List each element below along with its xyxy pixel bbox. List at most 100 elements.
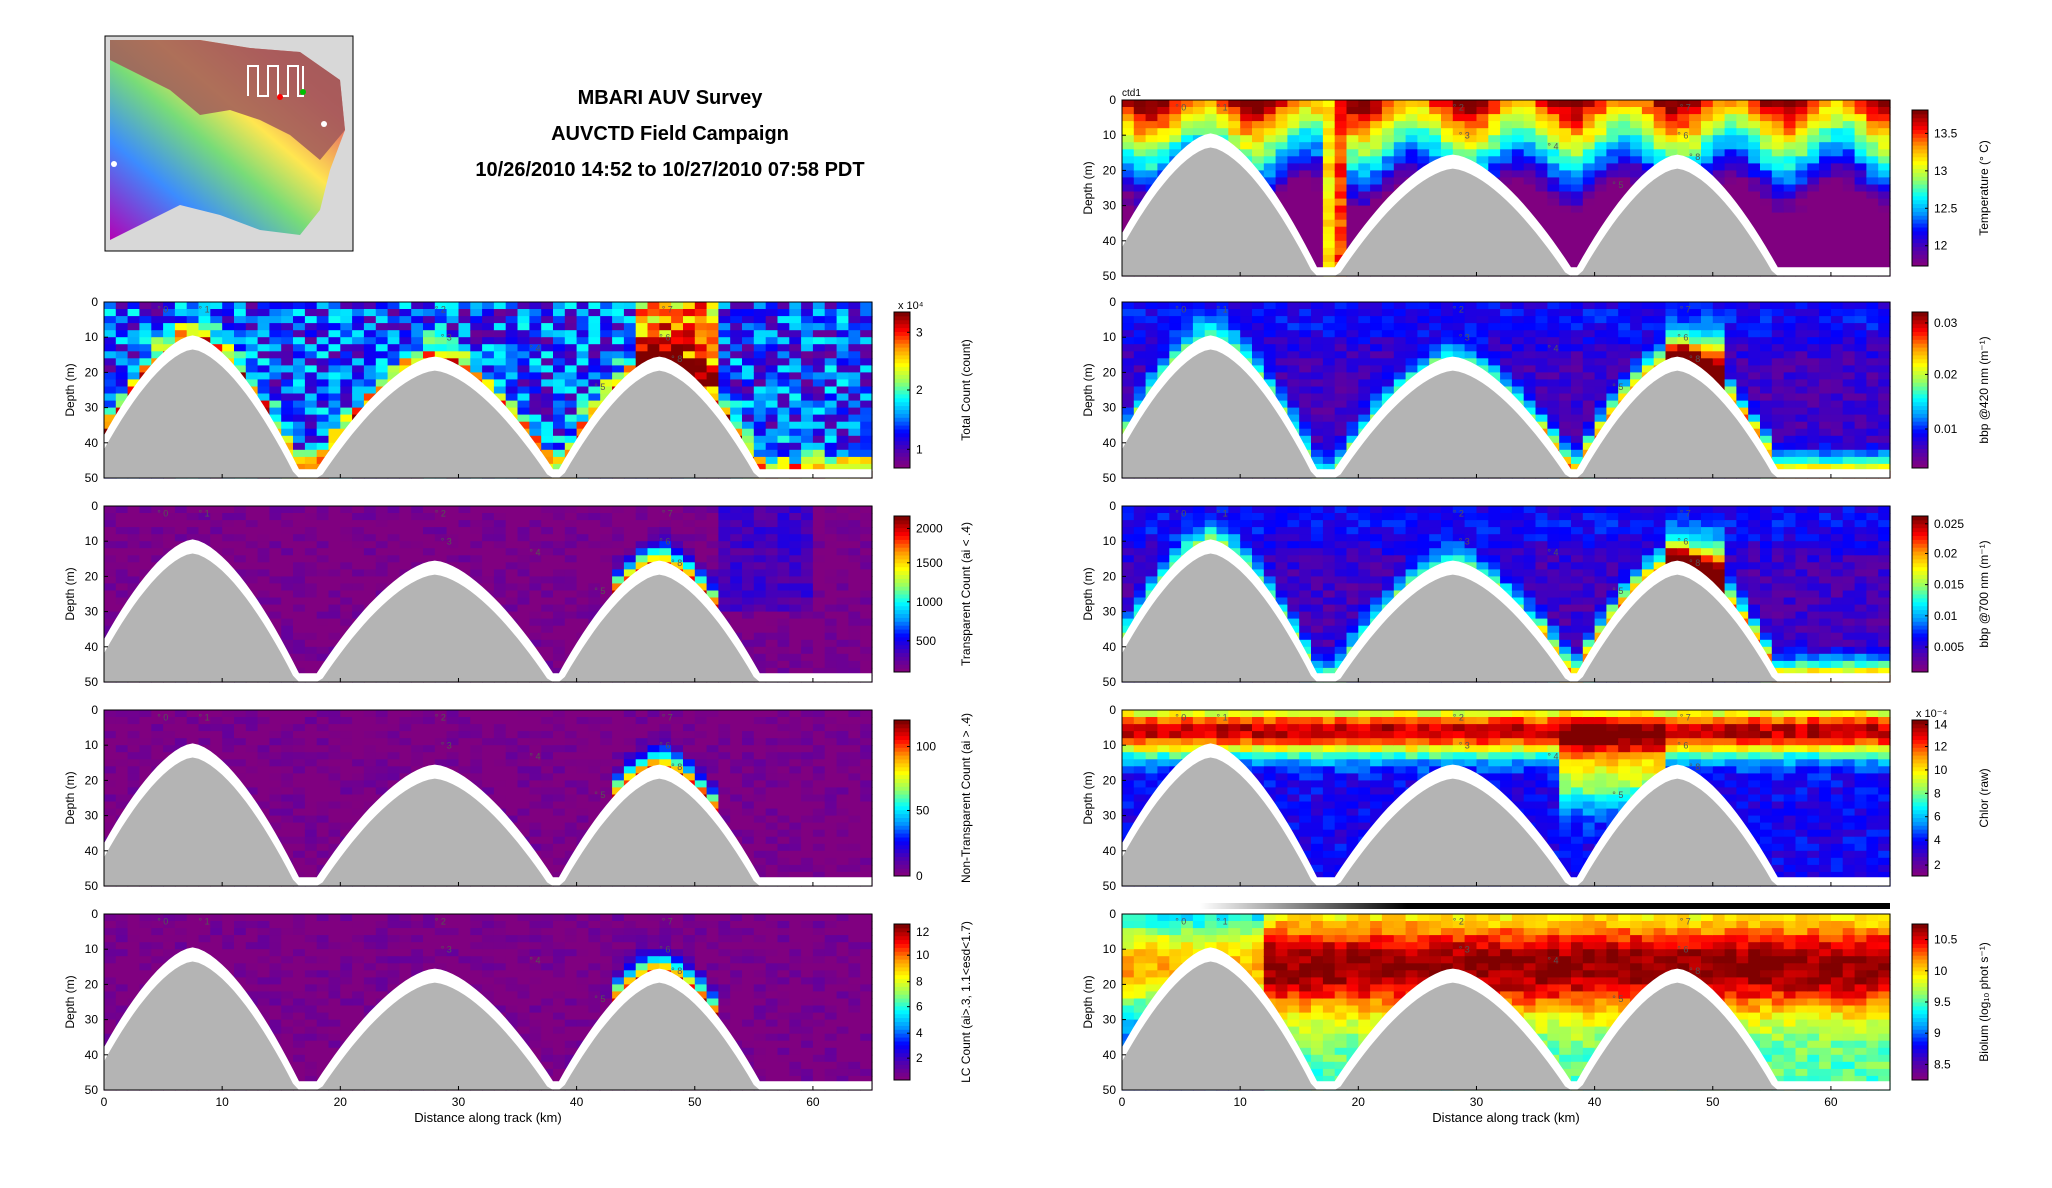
heatmap-cell <box>600 590 613 599</box>
heatmap-cell <box>304 541 318 549</box>
heatmap-cell <box>812 344 826 352</box>
heatmap-cell <box>269 710 282 718</box>
heatmap-cell <box>316 646 330 655</box>
heatmap-cell <box>186 534 200 542</box>
heatmap-cell <box>730 773 743 781</box>
heatmap-cell <box>222 309 235 317</box>
heatmap-cell <box>824 316 838 324</box>
heatmap-cell <box>316 653 330 662</box>
heatmap-cell <box>777 667 790 676</box>
heatmap-cell <box>730 407 743 416</box>
heatmap-cell <box>848 548 861 556</box>
heatmap-cell <box>553 724 566 732</box>
heatmap-cell <box>706 710 719 718</box>
heatmap-cell <box>316 780 330 788</box>
heatmap-cell <box>458 710 471 718</box>
heatmap-cell <box>163 745 176 753</box>
heatmap-cell <box>328 562 341 570</box>
heatmap-cell <box>789 365 802 373</box>
heatmap-cell <box>281 351 294 359</box>
heatmap-cell <box>328 843 341 852</box>
heatmap-cell <box>387 330 400 338</box>
heatmap-cell <box>482 534 495 542</box>
heatmap-cell <box>446 330 459 338</box>
heatmap-cell <box>328 365 341 373</box>
heatmap-cell <box>423 351 436 359</box>
heatmap-cell <box>222 534 235 542</box>
heatmap-cell <box>257 555 270 563</box>
heatmap-cell <box>706 372 719 380</box>
y-tick-label: 0 <box>91 499 98 513</box>
heatmap-cell <box>115 752 129 760</box>
heatmap-cell <box>718 351 731 359</box>
heatmap-cell <box>281 738 294 746</box>
heatmap-cell <box>423 316 436 324</box>
heatmap-cell <box>671 358 684 366</box>
heatmap-cell <box>493 541 507 549</box>
heatmap-cell <box>505 759 519 767</box>
heatmap-cell <box>553 449 566 458</box>
heatmap-cell <box>517 597 530 606</box>
heatmap-cell <box>281 597 294 606</box>
heatmap-cell <box>564 358 578 366</box>
heatmap-cell <box>517 555 530 563</box>
heatmap-cell <box>564 843 578 852</box>
heatmap-cell <box>529 787 542 795</box>
heatmap-cell <box>777 597 790 606</box>
heatmap-cell <box>742 850 755 859</box>
heatmap-cell <box>848 604 861 613</box>
heatmap-cell <box>222 506 235 514</box>
heatmap-cell <box>245 562 259 570</box>
colorbar-swatch <box>894 656 910 661</box>
heatmap-cell <box>765 583 779 591</box>
heatmap-cell <box>316 590 330 599</box>
heatmap-cell <box>387 773 400 781</box>
heatmap-cell <box>363 576 377 584</box>
heatmap-cell <box>742 773 755 781</box>
heatmap-cell <box>765 717 779 725</box>
heatmap-cell <box>848 442 861 451</box>
heatmap-cell <box>293 752 306 760</box>
heatmap-cell <box>824 365 838 373</box>
heatmap-cell <box>375 513 389 521</box>
heatmap-cell <box>505 316 519 324</box>
heatmap-cell <box>104 534 117 542</box>
heatmap-cell <box>328 414 341 423</box>
colorbar-swatch <box>894 574 910 579</box>
heatmap-cell <box>340 330 353 338</box>
heatmap-cell <box>115 717 129 725</box>
heatmap-cell <box>387 724 400 732</box>
heatmap-cell <box>375 555 389 563</box>
heatmap-cell <box>127 710 140 718</box>
heatmap-cell <box>801 843 814 852</box>
heatmap-cell <box>588 506 601 514</box>
heatmap-cell <box>363 752 377 760</box>
heatmap-cell <box>505 393 519 402</box>
heatmap-cell <box>529 541 542 549</box>
heatmap-cell <box>493 527 507 535</box>
heatmap-cell <box>470 372 483 380</box>
heatmap-cell <box>753 421 767 430</box>
heatmap-cell <box>765 513 779 521</box>
heatmap-cell <box>222 738 235 746</box>
heatmap-cell <box>446 548 459 556</box>
heatmap-cell <box>824 766 838 774</box>
heatmap-cell <box>659 309 672 317</box>
heatmap-cell <box>399 351 412 359</box>
heatmap-cell <box>293 330 306 338</box>
heatmap-cell <box>765 787 779 795</box>
heatmap-cell <box>576 541 589 549</box>
heatmap-cell <box>352 337 365 345</box>
heatmap-cell <box>281 632 294 641</box>
heatmap-cell <box>623 344 637 352</box>
heatmap-cell <box>399 316 412 324</box>
heatmap-cell <box>824 330 838 338</box>
heatmap-cell <box>801 667 814 676</box>
heatmap-cell <box>269 316 282 324</box>
heatmap-cell <box>753 780 767 788</box>
heatmap-cell <box>482 302 495 310</box>
heatmap-cell <box>281 520 294 528</box>
heatmap-cell <box>718 386 731 395</box>
heatmap-cell <box>529 738 542 746</box>
heatmap-cell <box>529 766 542 774</box>
